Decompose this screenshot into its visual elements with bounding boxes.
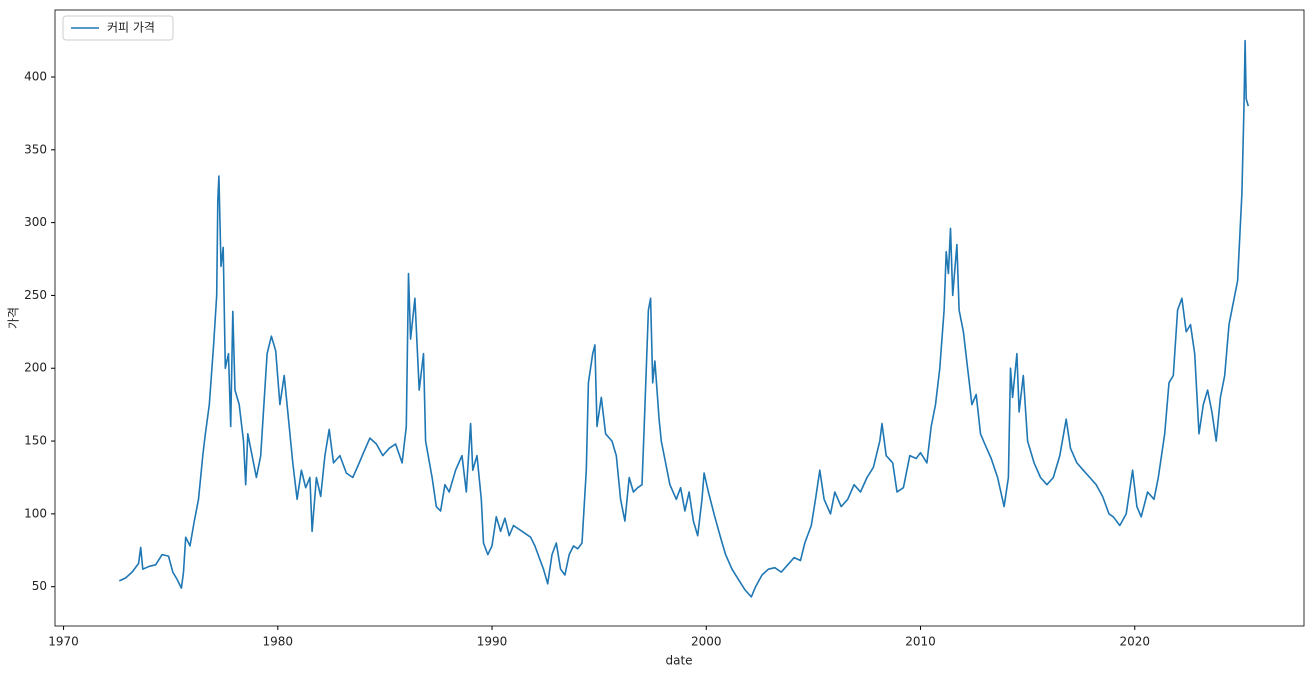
y-tick-label: 100 [24, 506, 47, 520]
y-tick-label: 200 [24, 361, 47, 375]
x-tick-label: 1970 [48, 635, 79, 649]
legend-label: 커피 가격 [107, 21, 155, 35]
x-tick-label: 2010 [905, 635, 936, 649]
x-tick-label: 1990 [477, 635, 508, 649]
y-tick-label: 400 [24, 69, 47, 83]
legend-box [62, 15, 174, 41]
x-tick-label: 2020 [1119, 635, 1150, 649]
plot-frame [54, 9, 1305, 627]
y-axis-label: 가격 [7, 307, 21, 329]
x-tick-label: 1980 [263, 635, 294, 649]
x-tick-label: 2000 [691, 635, 722, 649]
y-tick-label: 50 [32, 579, 47, 593]
y-tick-label: 250 [24, 288, 47, 302]
y-tick-label: 300 [24, 215, 47, 229]
y-tick-label: 150 [24, 434, 47, 448]
x-axis-label: date [665, 654, 692, 668]
line-series [118, 39, 1250, 598]
y-tick-label: 350 [24, 142, 47, 156]
